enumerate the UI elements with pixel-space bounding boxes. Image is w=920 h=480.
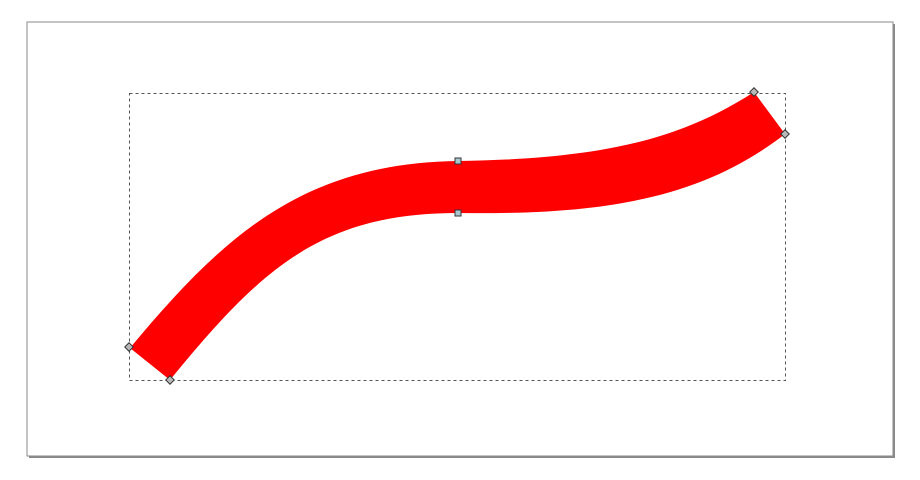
node-handle[interactable] bbox=[454, 157, 462, 165]
node-handle[interactable] bbox=[749, 87, 759, 97]
node-handle[interactable] bbox=[780, 129, 790, 139]
node-handle[interactable] bbox=[454, 209, 462, 217]
node-handle[interactable] bbox=[124, 342, 134, 352]
page bbox=[26, 21, 894, 457]
bounding-box bbox=[129, 93, 786, 381]
node-handle[interactable] bbox=[165, 375, 175, 385]
red-path[interactable] bbox=[130, 92, 785, 380]
